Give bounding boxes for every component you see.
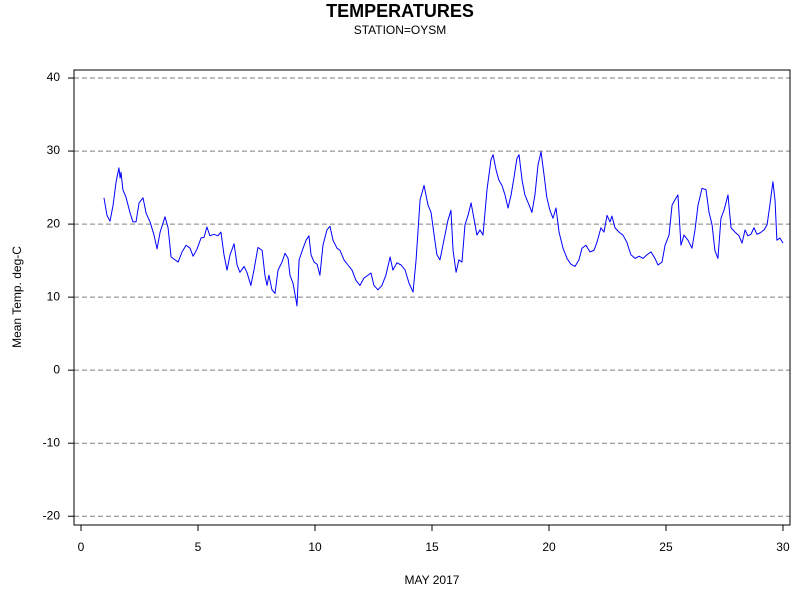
x-tick-label: 20 [542, 540, 556, 554]
y-tick-label: 0 [53, 362, 60, 376]
x-tick-label: 15 [425, 540, 439, 554]
y-tick-label: 40 [47, 70, 61, 84]
plot-frame [73, 69, 791, 526]
data-line [103, 151, 784, 307]
x-tick-label: 10 [308, 540, 322, 554]
chart-title: TEMPERATURES [326, 1, 474, 21]
y-tick-label: -20 [43, 508, 61, 522]
x-tick-label: 25 [659, 540, 673, 554]
x-tick-label: 30 [776, 540, 790, 554]
x-tick-label: 5 [195, 540, 202, 554]
y-tick-label: -10 [43, 435, 61, 449]
x-tick-label: 0 [78, 540, 85, 554]
y-tick-label: 30 [47, 143, 61, 157]
chart-subtitle: STATION=OYSM [354, 23, 447, 37]
x-axis-label: MAY 2017 [405, 573, 460, 587]
y-tick-label: 10 [47, 289, 61, 303]
y-axis-label: Mean Temp. deg-C [10, 246, 24, 348]
y-tick-label: 20 [47, 216, 61, 230]
